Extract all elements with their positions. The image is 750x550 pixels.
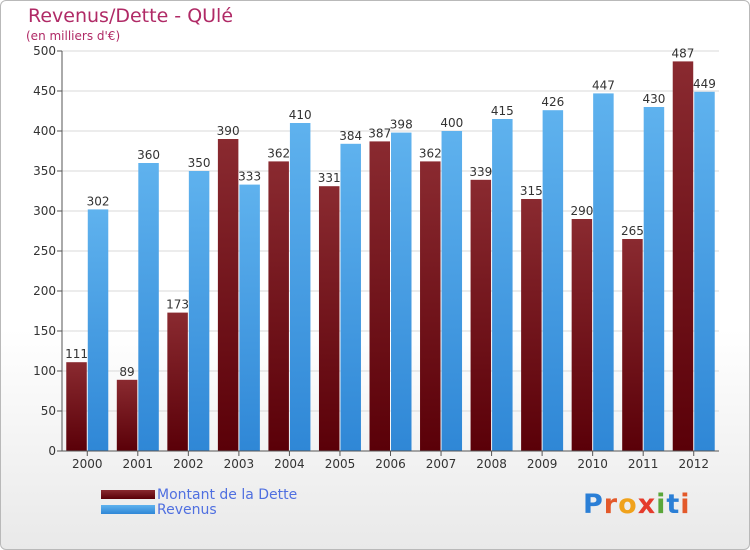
data-label-dette: 339 xyxy=(469,165,492,179)
bar-revenus xyxy=(441,131,463,451)
data-label-revenus: 415 xyxy=(491,104,514,118)
bar-revenus xyxy=(87,209,109,451)
bar-dette xyxy=(116,379,138,451)
x-tick-label: 2003 xyxy=(224,457,255,471)
bar-dette xyxy=(217,139,239,451)
legend-item-revenus: Revenus xyxy=(101,501,297,518)
data-label-dette: 290 xyxy=(570,204,593,218)
data-label-revenus: 384 xyxy=(339,129,362,143)
x-tick-label: 2000 xyxy=(72,457,103,471)
bar-revenus xyxy=(188,171,210,451)
y-tick-label: 400 xyxy=(33,124,56,138)
logo-letter: i xyxy=(656,489,667,520)
logo-letter: x xyxy=(637,489,657,520)
x-tick-label: 2008 xyxy=(476,457,507,471)
bar-revenus xyxy=(239,184,260,451)
x-tick-label: 2004 xyxy=(274,457,305,471)
y-tick-label: 500 xyxy=(33,44,56,58)
data-label-revenus: 398 xyxy=(390,118,413,132)
data-label-dette: 111 xyxy=(65,347,88,361)
logo-letter: o xyxy=(618,489,638,520)
bar-dette xyxy=(470,179,492,452)
legend-item-dette: Montant de la Dette xyxy=(101,486,298,503)
data-label-dette: 265 xyxy=(621,224,644,238)
data-label-revenus: 430 xyxy=(642,92,665,106)
bar-dette xyxy=(521,199,542,451)
legend-label-dette: Montant de la Dette xyxy=(157,486,298,503)
bar-dette xyxy=(672,61,694,452)
y-tick-label: 150 xyxy=(33,324,56,338)
logo-letter: P xyxy=(583,489,604,520)
data-label-revenus: 410 xyxy=(289,108,312,122)
logo-letter: t xyxy=(666,489,681,520)
data-label-revenus: 447 xyxy=(592,78,615,92)
data-label-dette: 173 xyxy=(166,298,189,312)
bar-revenus xyxy=(492,119,513,451)
y-tick-label: 300 xyxy=(33,204,56,218)
x-tick-label: 2005 xyxy=(325,457,356,471)
data-label-revenus: 426 xyxy=(541,95,564,109)
bar-revenus xyxy=(694,91,715,452)
y-tick-label: 100 xyxy=(33,364,56,378)
legend-swatch-dette xyxy=(101,490,155,499)
data-label-dette: 362 xyxy=(267,146,290,160)
data-label-revenus: 449 xyxy=(693,77,716,91)
bar-dette xyxy=(571,219,593,451)
proxiti-logo: Proxiti xyxy=(583,489,691,520)
bar-dette xyxy=(622,239,643,451)
data-label-dette: 315 xyxy=(520,184,543,198)
chart-legend: Montant de la Dette Revenus xyxy=(101,486,298,518)
bar-dette xyxy=(369,141,390,451)
x-tick-label: 2007 xyxy=(426,457,457,471)
legend-swatch-revenus xyxy=(101,505,155,514)
data-label-dette: 89 xyxy=(119,365,134,379)
bar-revenus xyxy=(593,93,614,452)
y-tick-label: 350 xyxy=(33,164,56,178)
x-tick-label: 2009 xyxy=(527,457,558,471)
data-label-dette: 362 xyxy=(419,146,442,160)
bar-dette xyxy=(420,161,441,451)
data-label-dette: 487 xyxy=(672,46,695,60)
data-label-revenus: 400 xyxy=(440,116,463,130)
chart-subtitle: (en milliers d'€) xyxy=(26,29,121,43)
bar-revenus xyxy=(391,132,412,451)
bar-dette xyxy=(66,362,87,451)
x-tick-label: 2010 xyxy=(577,457,608,471)
data-label-revenus: 350 xyxy=(188,156,211,170)
y-tick-label: 450 xyxy=(33,84,56,98)
data-label-dette: 331 xyxy=(318,171,341,185)
y-tick-label: 200 xyxy=(33,284,56,298)
data-label-revenus: 360 xyxy=(137,148,160,162)
bar-dette xyxy=(268,161,289,451)
bar-dette xyxy=(318,186,340,451)
bar-revenus xyxy=(542,110,564,451)
bar-dette xyxy=(167,312,188,451)
y-tick-label: 0 xyxy=(48,444,56,458)
bar-revenus xyxy=(138,163,159,451)
x-tick-label: 2011 xyxy=(628,457,659,471)
data-label-revenus: 333 xyxy=(238,170,261,184)
data-label-dette: 387 xyxy=(368,126,391,140)
y-tick-label: 50 xyxy=(41,404,56,418)
x-tick-label: 2001 xyxy=(123,457,154,471)
data-label-dette: 390 xyxy=(217,124,240,138)
x-tick-label: 2006 xyxy=(375,457,406,471)
x-tick-label: 2002 xyxy=(173,457,204,471)
logo-letter: r xyxy=(603,489,619,520)
legend-label-revenus: Revenus xyxy=(157,501,217,518)
chart-title: Revenus/Dette - QUlé xyxy=(28,5,234,27)
logo-letter: i xyxy=(680,489,691,520)
bar-revenus xyxy=(340,143,361,452)
x-tick-label: 2012 xyxy=(678,457,709,471)
data-label-revenus: 302 xyxy=(87,194,110,208)
y-tick-label: 250 xyxy=(33,244,56,258)
bar-revenus xyxy=(643,107,665,451)
bar-revenus xyxy=(289,123,311,451)
